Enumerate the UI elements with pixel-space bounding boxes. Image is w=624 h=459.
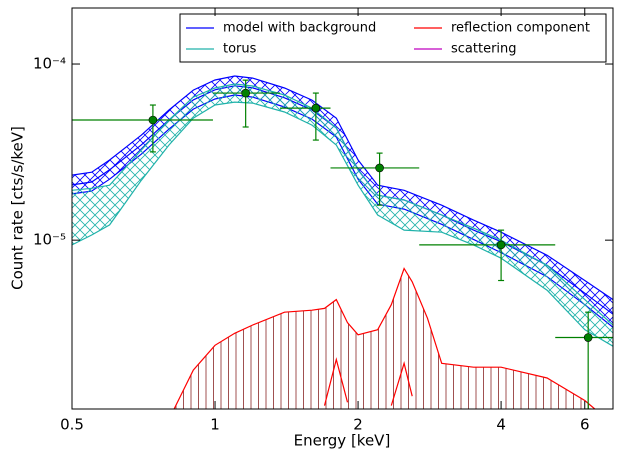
legend-label: torus	[223, 42, 257, 57]
line-lower	[72, 101, 613, 347]
data-point	[583, 333, 593, 342]
data-point	[241, 88, 250, 98]
data-point	[496, 240, 506, 250]
x-axis-label: Energy [keV]	[294, 432, 391, 450]
y-tick-label: 10⁻⁵	[33, 231, 66, 249]
legend: model with background torus reflection com…	[179, 13, 607, 63]
axes-frame	[71, 7, 614, 410]
data-point	[311, 103, 321, 113]
line-upper	[72, 75, 613, 301]
x-tick-label: 2	[353, 416, 363, 434]
plot-area	[72, 75, 613, 409]
band	[174, 268, 595, 409]
line-lower	[323, 357, 413, 406]
x-tick-label: 1	[210, 416, 220, 434]
line-upper	[173, 267, 596, 409]
legend-label: model with background	[223, 21, 376, 36]
y-tick-label: 10⁻⁴	[33, 55, 66, 73]
legend-label: reflection component	[451, 21, 590, 36]
legend-box	[179, 13, 607, 63]
legend-label: scattering	[451, 42, 517, 57]
data-point	[148, 115, 158, 125]
data-point	[375, 163, 384, 173]
x-tick-label: 0.5	[60, 416, 84, 434]
y-axis-label: Count rate [cts/s/keV]	[9, 126, 27, 290]
x-tick-label: 6	[580, 416, 590, 434]
x-tick-label: 4	[496, 416, 506, 434]
